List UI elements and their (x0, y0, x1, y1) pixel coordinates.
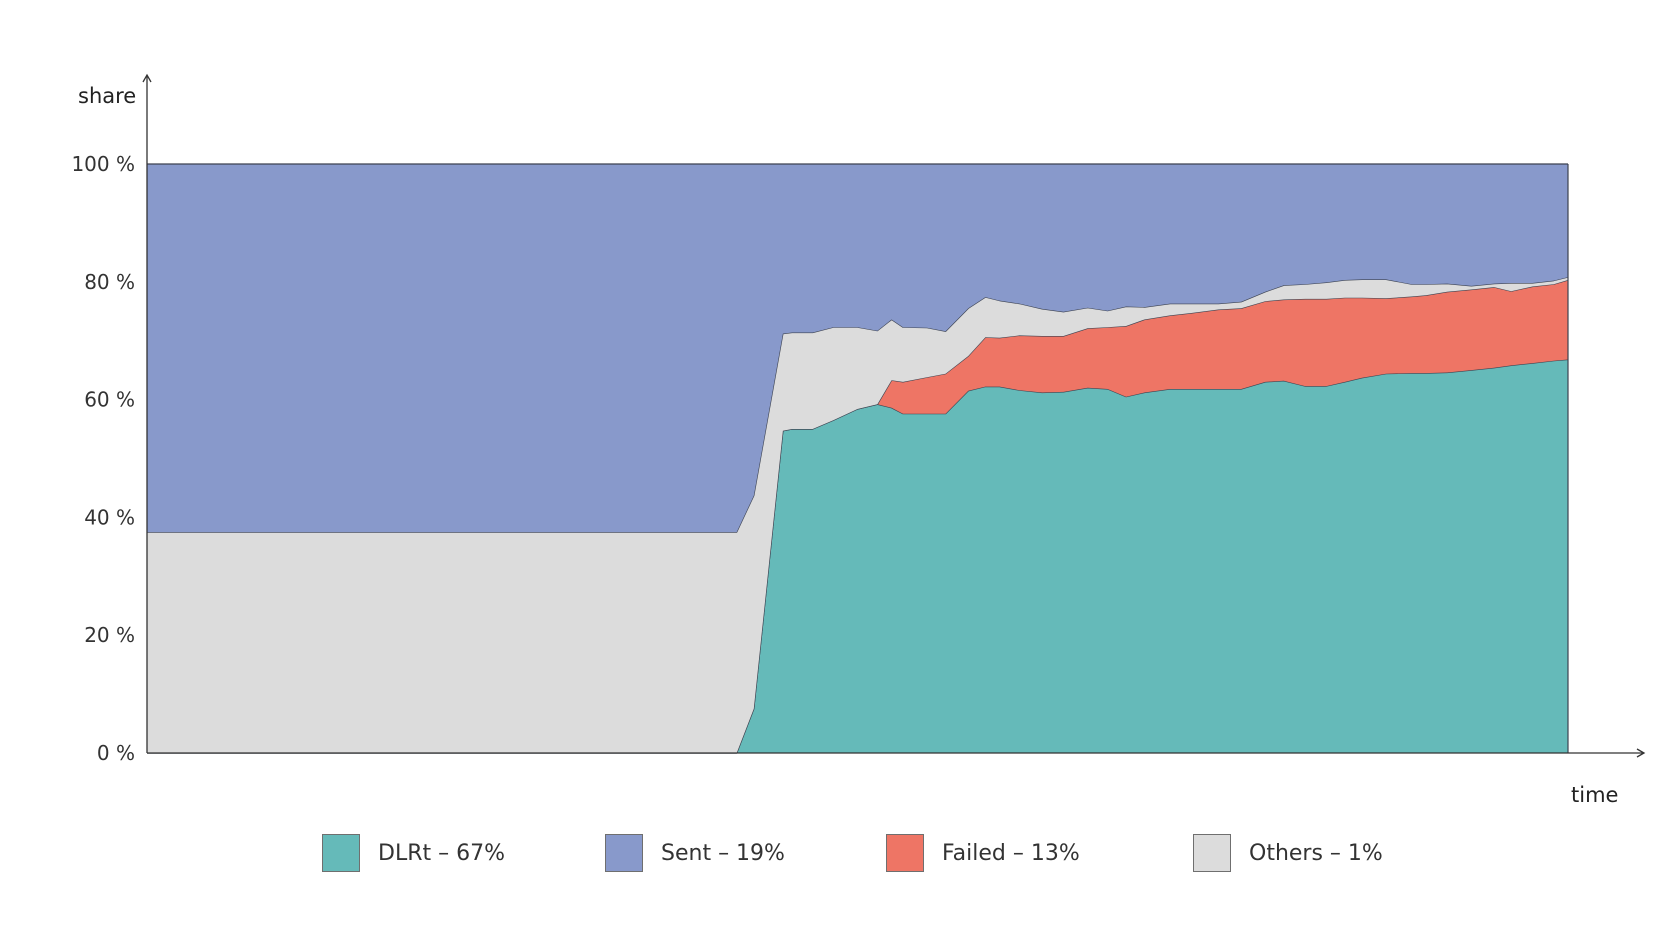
legend-swatch-others (1193, 834, 1231, 872)
legend-item-others: Others – 1% (1193, 832, 1383, 874)
legend: DLRt – 67% Sent – 19% Failed – 13% Other… (0, 832, 1680, 874)
legend-swatch-failed (886, 834, 924, 872)
x-axis-label: time (1571, 783, 1618, 807)
y-tick-label: 20 % (84, 623, 135, 647)
y-axis-label: share (78, 84, 136, 108)
area-failed (147, 280, 1568, 753)
legend-item-failed: Failed – 13% (886, 832, 1080, 874)
chart-areas (147, 163, 1569, 754)
legend-swatch-sent (605, 834, 643, 872)
legend-label-dlrt: DLRt – 67% (378, 840, 505, 866)
y-tick-label: 60 % (84, 388, 135, 412)
legend-swatch-dlrt (322, 834, 360, 872)
legend-label-sent: Sent – 19% (661, 840, 785, 866)
area-dlrt (147, 359, 1568, 753)
area-sent (147, 164, 1568, 533)
x-axis-arrow-icon (1636, 748, 1646, 758)
y-tick-label: 40 % (84, 505, 135, 529)
y-axis-arrow-icon (142, 73, 152, 83)
y-tick-label: 100 % (71, 152, 135, 176)
y-tick-label: 0 % (97, 741, 135, 765)
legend-label-failed: Failed – 13% (942, 840, 1080, 866)
y-tick-labels: 0 % 20 % 40 % 60 % 80 % 100 % (71, 152, 135, 765)
y-tick-label: 80 % (84, 270, 135, 294)
legend-label-others: Others – 1% (1249, 840, 1383, 866)
area-others (147, 277, 1568, 753)
chart-axes: share time (78, 73, 1646, 807)
legend-item-sent: Sent – 19% (605, 832, 785, 874)
legend-item-dlrt: DLRt – 67% (322, 832, 505, 874)
